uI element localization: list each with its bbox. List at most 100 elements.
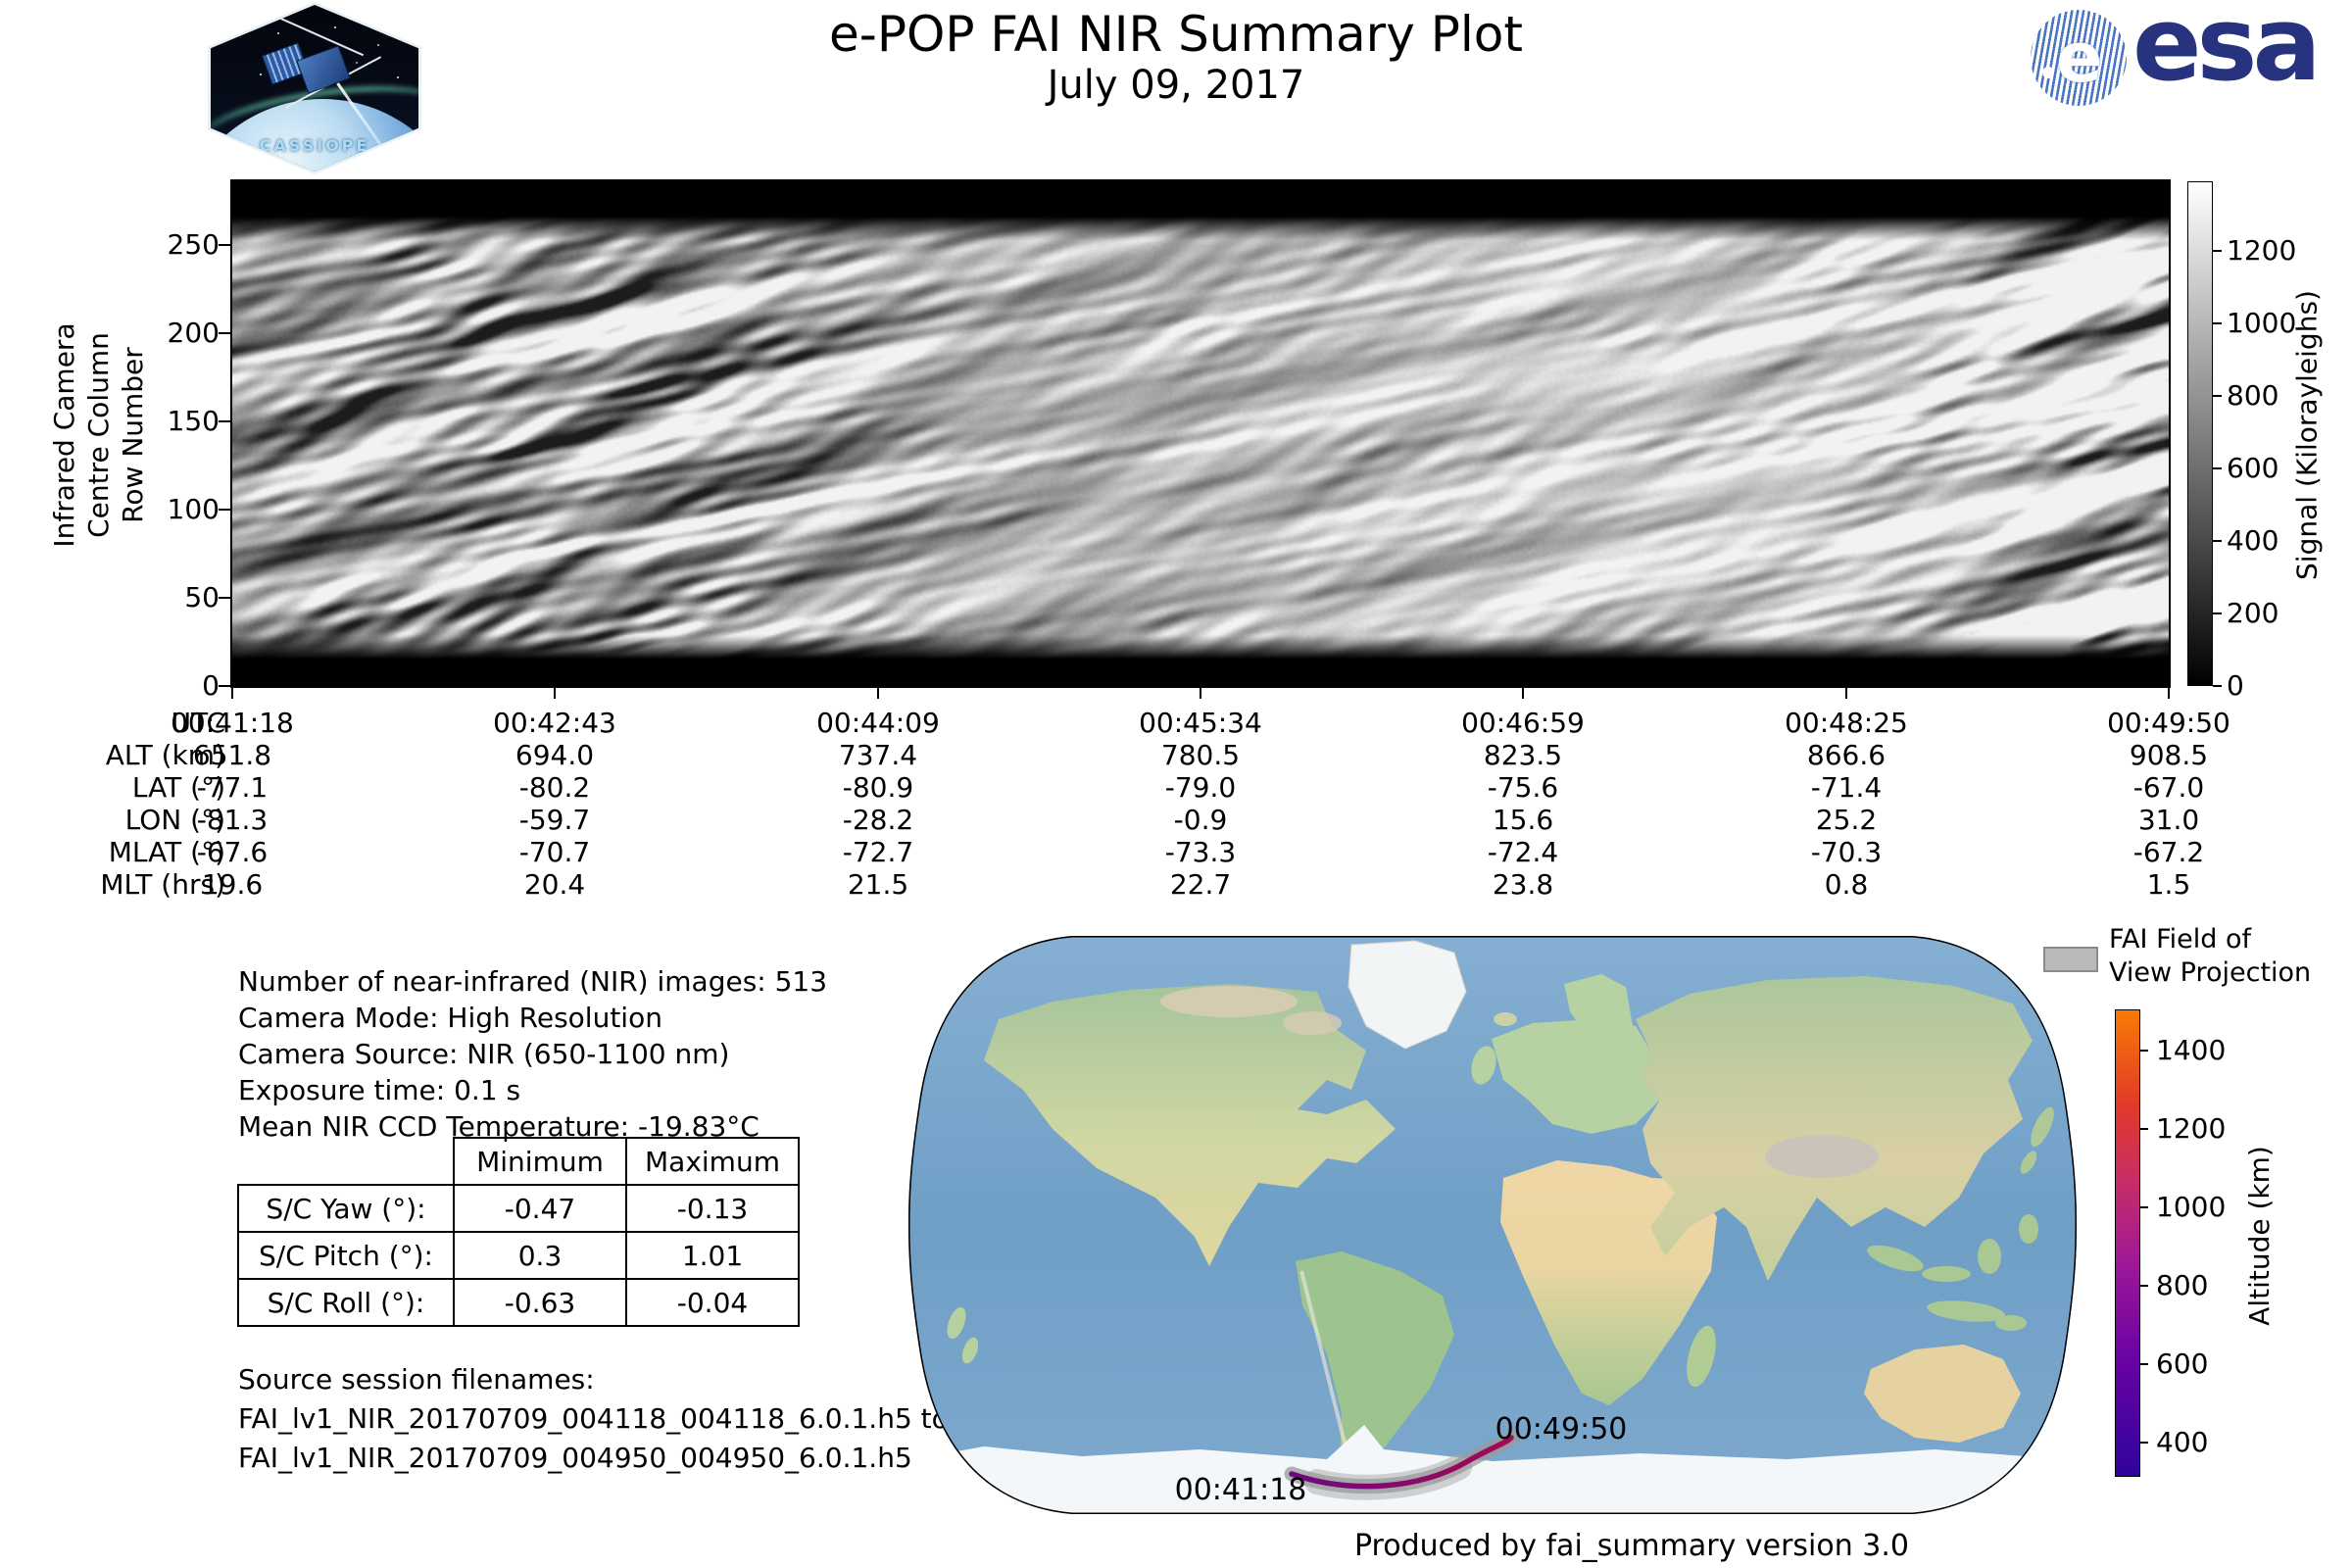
info-num-images: Number of near-infrared (NIR) images: 51… bbox=[238, 965, 828, 998]
world-map-svg bbox=[908, 936, 2077, 1514]
y-tick-100: 100 bbox=[167, 493, 220, 525]
tick-mark bbox=[231, 687, 233, 699]
asia bbox=[1636, 976, 2033, 1281]
alt-tick-800: 800 bbox=[2156, 1269, 2209, 1301]
stars-decoration bbox=[240, 23, 242, 24]
antarctica bbox=[908, 1425, 2077, 1514]
table-header-max: Maximum bbox=[625, 1137, 800, 1186]
japan bbox=[2020, 1151, 2037, 1174]
british-isles bbox=[1471, 1046, 1496, 1085]
tick-mark bbox=[877, 687, 879, 699]
table-row: S/C Pitch (°): 0.3 1.01 bbox=[237, 1231, 800, 1280]
info-camera-mode: Camera Mode: High Resolution bbox=[238, 1002, 662, 1034]
cbar-tick-200: 200 bbox=[2227, 597, 2279, 629]
tick-mark bbox=[219, 685, 230, 687]
alt-tick-1400: 1400 bbox=[2156, 1034, 2227, 1066]
scandinavia bbox=[1564, 974, 1633, 1051]
track-start-label: 00:41:18 bbox=[1174, 1473, 1307, 1507]
tick-mark bbox=[2140, 1363, 2148, 1365]
tick-mark bbox=[2140, 1285, 2148, 1287]
cbar-tick-0: 0 bbox=[2227, 669, 2244, 702]
tick-mark bbox=[1200, 687, 1201, 699]
tick-mark bbox=[2168, 687, 2170, 699]
cbar-tick-800: 800 bbox=[2227, 379, 2279, 412]
fov-legend-swatch bbox=[2043, 947, 2098, 972]
row-label-mlat: MLAT (°) bbox=[108, 836, 225, 868]
tick-mark bbox=[2140, 1442, 2148, 1444]
esa-globe-dot bbox=[2042, 67, 2054, 78]
tick-mark bbox=[219, 244, 230, 246]
row-label-utc: UTC bbox=[171, 707, 225, 739]
ground-track-line bbox=[1289, 1435, 1514, 1490]
tick-mark bbox=[2140, 1050, 2148, 1052]
fov-legend-line2: View Projection bbox=[2109, 957, 2312, 988]
cbar-tick-1200: 1200 bbox=[2227, 234, 2297, 267]
alt-tick-1200: 1200 bbox=[2156, 1112, 2227, 1145]
altitude-colorbar-label: Altitude (km) bbox=[2243, 1146, 2276, 1326]
island bbox=[1867, 1245, 1924, 1272]
cbar-tick-600: 600 bbox=[2227, 452, 2279, 484]
esa-wordmark: esa bbox=[2132, 0, 2322, 104]
arctic-islands bbox=[1160, 986, 1298, 1017]
source-file-1: FAI_lv1_NIR_20170709_004118_004118_6.0.1… bbox=[238, 1402, 949, 1435]
tick-mark bbox=[219, 509, 230, 511]
table-header-min: Minimum bbox=[453, 1137, 627, 1186]
tick-mark bbox=[219, 597, 230, 599]
cassiope-mission-patch: CASSIOPE bbox=[208, 2, 421, 174]
page-title: e-POP FAI NIR Summary Plot bbox=[829, 6, 1523, 63]
acquisition-info: Number of near-infrared (NIR) images: 51… bbox=[238, 963, 827, 1145]
info-exposure: Exposure time: 0.1 s bbox=[238, 1074, 521, 1106]
island bbox=[1927, 1300, 2005, 1322]
signal-colorbar bbox=[2187, 181, 2213, 686]
source-file-2: FAI_lv1_NIR_20170709_004950_004950_6.0.1… bbox=[238, 1442, 912, 1474]
esa-globe-e: e bbox=[2056, 18, 2103, 98]
source-heading: Source session filenames: bbox=[238, 1363, 595, 1396]
source-filenames: Source session filenames: FAI_lv1_NIR_20… bbox=[238, 1360, 949, 1478]
tick-mark bbox=[2213, 467, 2222, 469]
fov-legend-line1: FAI Field of bbox=[2109, 924, 2251, 955]
row-label-lon: LON (°) bbox=[124, 804, 225, 836]
produced-by-note: Produced by fai_summary version 3.0 bbox=[1353, 1529, 1909, 1563]
keogram-image bbox=[232, 181, 2169, 686]
esa-logo: e esa bbox=[2031, 0, 2344, 108]
tick-mark bbox=[2213, 250, 2222, 252]
cbar-tick-400: 400 bbox=[2227, 524, 2279, 557]
patch-label: CASSIOPE bbox=[259, 136, 370, 155]
y-tick-50: 50 bbox=[184, 581, 220, 613]
y-tick-250: 250 bbox=[167, 228, 220, 261]
track-end-label: 00:49:50 bbox=[1494, 1412, 1628, 1446]
madagascar bbox=[1687, 1325, 1716, 1388]
esa-globe-icon: e bbox=[2031, 10, 2127, 106]
new-zealand bbox=[947, 1306, 966, 1340]
tick-mark bbox=[2213, 395, 2222, 397]
tick-mark bbox=[2140, 1206, 2148, 1208]
andes bbox=[1299, 1270, 1353, 1471]
alt-tick-400: 400 bbox=[2156, 1426, 2209, 1458]
patch-art: CASSIOPE bbox=[211, 5, 418, 172]
table-row: S/C Yaw (°): -0.47 -0.13 bbox=[237, 1184, 800, 1233]
attitude-table: Minimum Maximum S/C Yaw (°): -0.47 -0.13… bbox=[237, 1137, 800, 1327]
map-border bbox=[908, 936, 2077, 1514]
row-label-alt: ALT (km) bbox=[105, 739, 225, 771]
tick-mark bbox=[1522, 687, 1524, 699]
island bbox=[2019, 1214, 2038, 1244]
island bbox=[1978, 1239, 2001, 1274]
australia bbox=[1864, 1345, 2021, 1443]
alt-tick-1000: 1000 bbox=[2156, 1191, 2227, 1223]
japan bbox=[2031, 1106, 2054, 1148]
satellite-body-icon bbox=[296, 45, 351, 94]
tick-mark bbox=[2140, 1128, 2148, 1130]
tick-mark bbox=[2213, 322, 2222, 324]
row-label-mlt: MLT (hrs) bbox=[100, 868, 225, 901]
page-date: July 09, 2017 bbox=[1047, 63, 1305, 108]
alt-tick-600: 600 bbox=[2156, 1348, 2209, 1380]
ground-track-map bbox=[906, 933, 2080, 1517]
tick-mark bbox=[219, 332, 230, 334]
tick-mark bbox=[2213, 685, 2222, 687]
tick-mark bbox=[2213, 540, 2222, 542]
table-corner-cell bbox=[238, 1138, 454, 1185]
table-row: S/C Roll (°): -0.63 -0.04 bbox=[237, 1278, 800, 1327]
new-zealand bbox=[961, 1337, 979, 1364]
y-tick-0: 0 bbox=[202, 669, 220, 702]
